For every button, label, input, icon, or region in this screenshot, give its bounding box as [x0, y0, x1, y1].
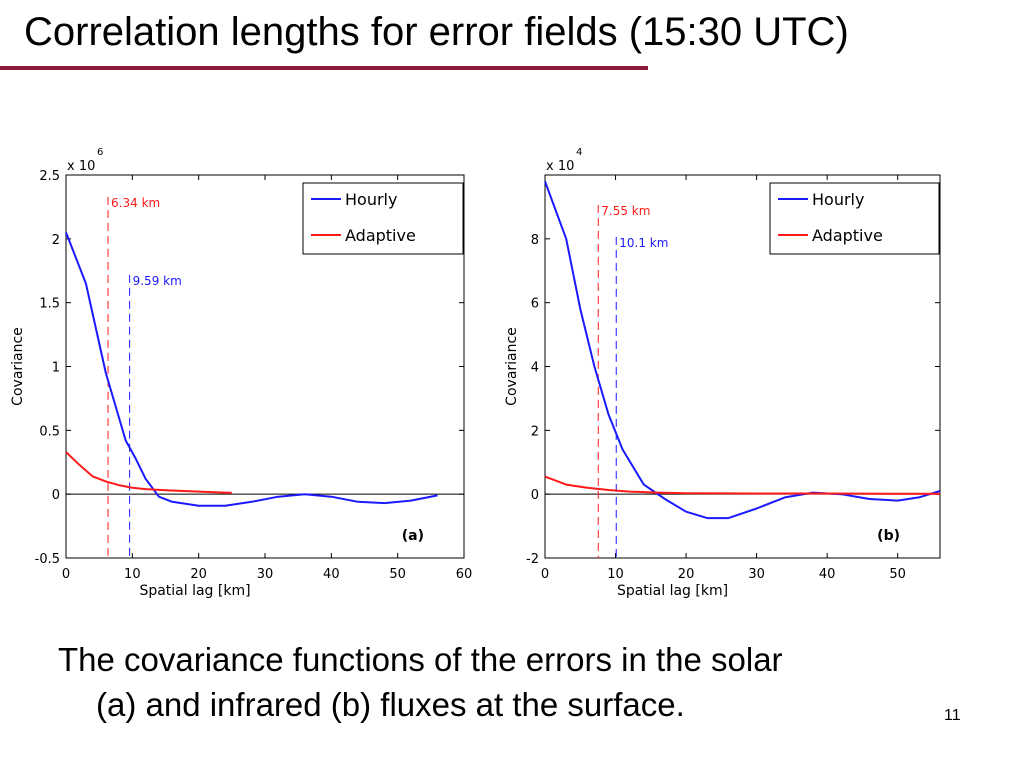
caption-line-1: The covariance functions of the errors i…	[58, 641, 783, 678]
correlation-length-label: 10.1 km	[619, 236, 668, 250]
x-tick-label: 10	[607, 567, 624, 582]
y-tick-label: 0	[531, 488, 539, 503]
slide-number: 11	[944, 707, 961, 724]
y-tick-label: 0	[52, 488, 60, 503]
y-exponent-label: x 10	[67, 159, 95, 174]
correlation-length-label: 6.34 km	[111, 196, 160, 210]
title-underline	[0, 66, 648, 70]
slide-title: Correlation lengths for error fields (15…	[24, 10, 849, 54]
x-tick-label: 30	[748, 567, 765, 582]
series-line-hourly	[544, 181, 941, 520]
correlation-length-label: 9.59 km	[133, 274, 182, 288]
y-tick-label: -2	[526, 552, 539, 567]
series-line-adaptive	[544, 475, 940, 495]
y-tick-label: 0.5	[39, 424, 60, 439]
y-tick-label: 4	[531, 361, 539, 376]
y-tick-label: 2	[52, 233, 60, 248]
y-exponent-value: 6	[97, 147, 103, 158]
x-axis-label: Spatial lag [km]	[617, 583, 728, 599]
x-tick-label: 40	[323, 567, 340, 582]
series-line-adaptive	[65, 451, 232, 494]
x-tick-label: 0	[541, 567, 549, 582]
legend-label-adaptive: Adaptive	[812, 226, 883, 245]
series-line-hourly	[65, 232, 438, 507]
legend-box	[302, 182, 464, 255]
correlation-length-label: 7.55 km	[601, 204, 650, 218]
slide-caption: The covariance functions of the errors i…	[58, 637, 958, 727]
x-tick-label: 50	[389, 567, 406, 582]
x-tick-label: 40	[819, 567, 836, 582]
y-tick-label: 2	[531, 424, 539, 439]
x-tick-label: 10	[124, 567, 141, 582]
x-tick-label: 50	[889, 567, 906, 582]
legend-label-hourly: Hourly	[812, 190, 864, 209]
y-tick-label: -0.5	[35, 552, 60, 567]
y-exponent-label: x 10	[546, 159, 574, 174]
legend-label-adaptive: Adaptive	[345, 226, 416, 245]
caption-line-2: (a) and infrared (b) fluxes at the surfa…	[96, 686, 685, 723]
y-tick-label: 6	[531, 297, 539, 312]
panel-label: (b)	[877, 528, 900, 544]
legend-box	[769, 182, 940, 255]
y-axis-label: Covariance	[10, 327, 26, 406]
y-tick-label: 2.5	[39, 169, 60, 184]
y-axis-label: Covariance	[504, 327, 520, 406]
x-tick-label: 30	[257, 567, 274, 582]
y-tick-label: 1	[52, 361, 60, 376]
x-tick-label: 20	[190, 567, 207, 582]
panel-label: (a)	[402, 528, 424, 544]
x-axis-label: Spatial lag [km]	[139, 583, 250, 599]
y-tick-label: 8	[531, 233, 539, 248]
x-tick-label: 20	[678, 567, 695, 582]
y-exponent-value: 4	[576, 147, 582, 158]
x-tick-label: 60	[456, 567, 473, 582]
y-tick-label: 1.5	[39, 297, 60, 312]
legend-label-hourly: Hourly	[345, 190, 397, 209]
x-tick-label: 0	[62, 567, 70, 582]
